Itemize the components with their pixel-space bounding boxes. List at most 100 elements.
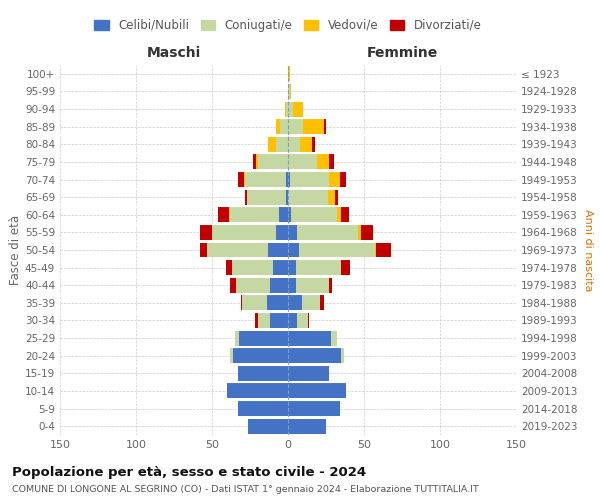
Bar	[296, 278, 329, 292]
Text: COMUNE DI LONGONE AL SEGRINO (CO) - Dati ISTAT 1° gennaio 2024 - Elaborazione TU: COMUNE DI LONGONE AL SEGRINO (CO) - Dati…	[12, 485, 479, 494]
Bar	[253, 154, 256, 170]
Bar	[257, 313, 270, 328]
Bar	[286, 102, 288, 116]
Bar	[245, 190, 247, 204]
Bar	[331, 330, 337, 345]
Bar	[288, 208, 291, 222]
Bar	[247, 190, 286, 204]
Bar	[288, 84, 290, 99]
Bar	[242, 296, 267, 310]
Bar	[288, 260, 296, 275]
Text: Femmine: Femmine	[367, 46, 437, 60]
Bar	[276, 225, 288, 240]
Bar	[288, 401, 340, 416]
Legend: Celibi/Nubili, Coniugati/e, Vedovi/e, Divorziati/e: Celibi/Nubili, Coniugati/e, Vedovi/e, Di…	[91, 16, 485, 36]
Bar	[279, 208, 288, 222]
Bar	[358, 225, 361, 240]
Bar	[241, 296, 242, 310]
Bar	[218, 208, 229, 222]
Bar	[361, 225, 373, 240]
Bar	[200, 242, 208, 258]
Bar	[317, 154, 329, 170]
Bar	[286, 190, 288, 204]
Bar	[270, 278, 288, 292]
Bar	[297, 225, 358, 240]
Bar	[341, 260, 350, 275]
Bar	[288, 190, 328, 204]
Bar	[291, 208, 337, 222]
Bar	[288, 313, 297, 328]
Bar	[208, 242, 268, 258]
Bar	[288, 384, 346, 398]
Bar	[288, 154, 317, 170]
Bar	[230, 278, 236, 292]
Bar	[285, 102, 286, 116]
Bar	[299, 242, 374, 258]
Bar	[276, 119, 280, 134]
Bar	[268, 137, 276, 152]
Bar	[320, 296, 325, 310]
Bar	[238, 366, 288, 381]
Bar	[270, 313, 288, 328]
Bar	[313, 137, 316, 152]
Bar	[238, 401, 288, 416]
Bar	[200, 225, 212, 240]
Bar	[238, 172, 244, 187]
Bar	[376, 242, 391, 258]
Bar	[280, 119, 288, 134]
Bar	[288, 102, 293, 116]
Bar	[256, 154, 257, 170]
Bar	[227, 384, 288, 398]
Bar	[212, 225, 276, 240]
Bar	[268, 242, 288, 258]
Bar	[341, 208, 349, 222]
Bar	[239, 330, 288, 345]
Bar	[229, 208, 230, 222]
Bar	[308, 313, 309, 328]
Bar	[254, 313, 257, 328]
Bar	[328, 190, 335, 204]
Bar	[248, 418, 288, 434]
Bar	[325, 119, 326, 134]
Bar	[288, 418, 326, 434]
Bar	[290, 172, 329, 187]
Bar	[293, 102, 303, 116]
Bar	[329, 278, 332, 292]
Bar	[288, 119, 303, 134]
Y-axis label: Anni di nascita: Anni di nascita	[583, 209, 593, 291]
Text: Maschi: Maschi	[147, 46, 201, 60]
Bar	[290, 84, 291, 99]
Bar	[244, 172, 245, 187]
Bar	[302, 296, 320, 310]
Bar	[329, 172, 340, 187]
Bar	[245, 172, 286, 187]
Bar	[297, 313, 308, 328]
Bar	[288, 296, 302, 310]
Bar	[374, 242, 376, 258]
Bar	[288, 278, 296, 292]
Bar	[288, 225, 297, 240]
Bar	[288, 330, 331, 345]
Bar	[236, 278, 270, 292]
Bar	[267, 296, 288, 310]
Bar	[341, 348, 344, 363]
Bar	[335, 190, 338, 204]
Bar	[276, 137, 288, 152]
Bar	[288, 366, 329, 381]
Bar	[230, 348, 233, 363]
Text: Popolazione per età, sesso e stato civile - 2024: Popolazione per età, sesso e stato civil…	[12, 466, 366, 479]
Bar	[288, 242, 299, 258]
Bar	[303, 119, 325, 134]
Bar	[230, 208, 279, 222]
Bar	[288, 172, 290, 187]
Bar	[296, 260, 341, 275]
Bar	[257, 154, 288, 170]
Bar	[233, 348, 288, 363]
Bar	[340, 172, 346, 187]
Bar	[300, 137, 313, 152]
Bar	[329, 154, 334, 170]
Bar	[288, 66, 290, 82]
Bar	[226, 260, 232, 275]
Bar	[288, 137, 300, 152]
Bar	[286, 172, 288, 187]
